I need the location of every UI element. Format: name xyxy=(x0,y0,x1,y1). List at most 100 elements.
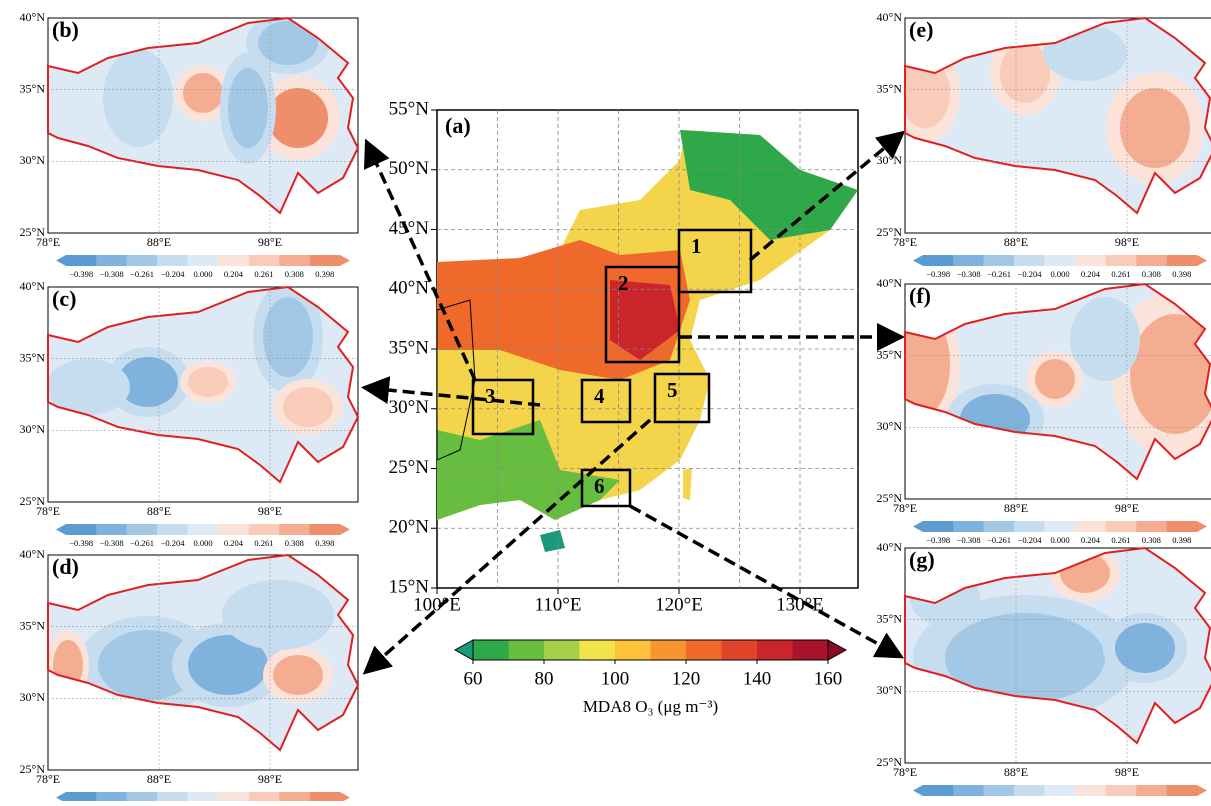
colorbar-segment xyxy=(188,255,218,266)
colorbar-segment xyxy=(1045,521,1075,532)
lat-tick-label: 35°N xyxy=(20,350,46,364)
colorbar-segment xyxy=(1014,785,1044,796)
colorbar-segment xyxy=(757,640,793,660)
colorbar-segment xyxy=(1136,255,1166,266)
lat-tick-label: 35°N xyxy=(877,81,903,95)
colorbar-tick-label: 0.398 xyxy=(1172,269,1191,279)
lon-tick-label: 98°E xyxy=(258,504,282,518)
colorbar-tick-label: −0.204 xyxy=(1018,535,1043,545)
field-patch xyxy=(58,367,118,407)
colorbar-extend xyxy=(340,255,350,266)
colorbar-segment xyxy=(686,640,722,660)
colorbar-segment xyxy=(1075,785,1105,796)
colorbar-extend xyxy=(56,255,66,266)
colorbar-tick-label: 160 xyxy=(814,668,843,689)
colorbar-extend xyxy=(913,785,923,796)
colorbar-segment xyxy=(127,524,157,535)
side-map: 25°N30°N35°N40°N78°E88°E98°E(g)−0.398−0.… xyxy=(877,540,1211,801)
colorbar-segment xyxy=(953,255,983,266)
colorbar-segment xyxy=(1136,785,1166,796)
colorbar-tick-label: 0.308 xyxy=(1142,535,1161,545)
lat-tick-label: 30°N xyxy=(20,690,46,704)
colorbar-tick-label: 100 xyxy=(601,668,630,689)
colorbar-segment xyxy=(279,255,309,266)
colorbar-segment xyxy=(1136,521,1166,532)
lon-tick-label: 78°E xyxy=(893,235,917,249)
lat-tick-label: 40°N xyxy=(877,276,903,290)
colorbar-tick-label: 0.204 xyxy=(1081,269,1101,279)
colorbar-tick-label: −0.308 xyxy=(957,269,981,279)
lat-tick-label: 30°N xyxy=(389,397,430,418)
lon-tick-label: 88°E xyxy=(147,235,171,249)
colorbar-segment xyxy=(1045,785,1075,796)
colorbar-segment xyxy=(127,792,157,801)
lat-tick-label: 40°N xyxy=(389,278,430,299)
colorbar-tick-label: −0.261 xyxy=(987,269,1011,279)
colorbar-segment xyxy=(615,640,651,660)
lon-tick-label: 130°E xyxy=(776,594,824,615)
colorbar-segment xyxy=(188,792,218,801)
field-patch xyxy=(188,367,228,397)
colorbar-extend xyxy=(913,255,923,266)
colorbar-segment xyxy=(651,640,687,660)
colorbar-segment xyxy=(279,524,309,535)
lon-tick-label: 98°E xyxy=(1115,235,1139,249)
region-label: 4 xyxy=(594,384,605,408)
colorbar-segment xyxy=(96,524,126,535)
colorbar-segment xyxy=(923,785,953,796)
colorbar-segment xyxy=(188,524,218,535)
region-label: 2 xyxy=(618,271,629,295)
colorbar-tick-label: 80 xyxy=(535,668,554,689)
colorbar-segment xyxy=(923,521,953,532)
colorbar-tick-label: 0.308 xyxy=(285,269,304,279)
colorbar-tick-label: −0.398 xyxy=(926,269,950,279)
lon-tick-label: 88°E xyxy=(1004,235,1028,249)
lon-tick-label: 78°E xyxy=(893,501,917,515)
lat-tick-label: 45°N xyxy=(389,218,430,239)
lat-tick-label: 30°N xyxy=(877,153,903,167)
colorbar-segment xyxy=(722,640,758,660)
colorbar-segment xyxy=(984,521,1014,532)
field-patch xyxy=(268,88,328,148)
lat-tick-label: 35°N xyxy=(20,81,46,95)
colorbar-tick-label: −0.261 xyxy=(130,538,154,548)
colorbar-title: MDA8 O₃ (μg m⁻³) xyxy=(583,697,718,716)
colorbar-tick-label: −0.398 xyxy=(69,269,93,279)
colorbar-extend xyxy=(828,640,846,660)
colorbar-segment xyxy=(218,255,248,266)
panel-label: (f) xyxy=(909,283,931,308)
colorbar-tick-label: −0.204 xyxy=(161,269,186,279)
lat-tick-label: 40°N xyxy=(877,540,903,554)
field-patch xyxy=(238,590,318,640)
colorbar-extend xyxy=(1197,521,1207,532)
colorbar-extend xyxy=(56,524,66,535)
side-map: 25°N30°N35°N40°N78°E88°E98°E(f)−0.398−0.… xyxy=(877,276,1211,545)
lon-tick-label: 98°E xyxy=(1115,765,1139,779)
lon-tick-label: 88°E xyxy=(147,772,171,786)
region-label: 6 xyxy=(594,474,605,498)
colorbar-segment xyxy=(544,640,580,660)
colorbar-segment xyxy=(218,792,248,801)
colorbar-tick-label: 0.000 xyxy=(1050,535,1069,545)
field-patch xyxy=(1120,88,1190,168)
lat-tick-label: 55°N xyxy=(389,98,430,119)
colorbar-tick-label: 0.204 xyxy=(224,269,244,279)
colorbar-tick-label: −0.308 xyxy=(100,538,124,548)
colorbar-tick-label: 0.398 xyxy=(315,269,334,279)
colorbar-extend xyxy=(340,792,350,801)
lon-tick-label: 98°E xyxy=(258,772,282,786)
field-patch xyxy=(283,387,333,427)
colorbar-segment xyxy=(580,640,616,660)
colorbar-extend xyxy=(340,524,350,535)
colorbar-segment xyxy=(157,792,187,801)
main-map: 15°N20°N25°N30°N35°N40°N45°N50°N55°N100°… xyxy=(389,98,858,716)
lat-tick-label: 35°N xyxy=(389,337,430,358)
region-label: 1 xyxy=(691,234,702,258)
colorbar-tick-label: 140 xyxy=(743,668,772,689)
region-label: 3 xyxy=(485,384,496,408)
panel-label: (c) xyxy=(52,286,76,311)
lat-tick-label: 40°N xyxy=(20,10,46,24)
colorbar-tick-label: −0.308 xyxy=(957,535,981,545)
colorbar-tick-label: 0.308 xyxy=(1142,269,1161,279)
side-map: 25°N30°N35°N40°N78°E88°E98°E(c)−0.398−0.… xyxy=(20,279,358,548)
